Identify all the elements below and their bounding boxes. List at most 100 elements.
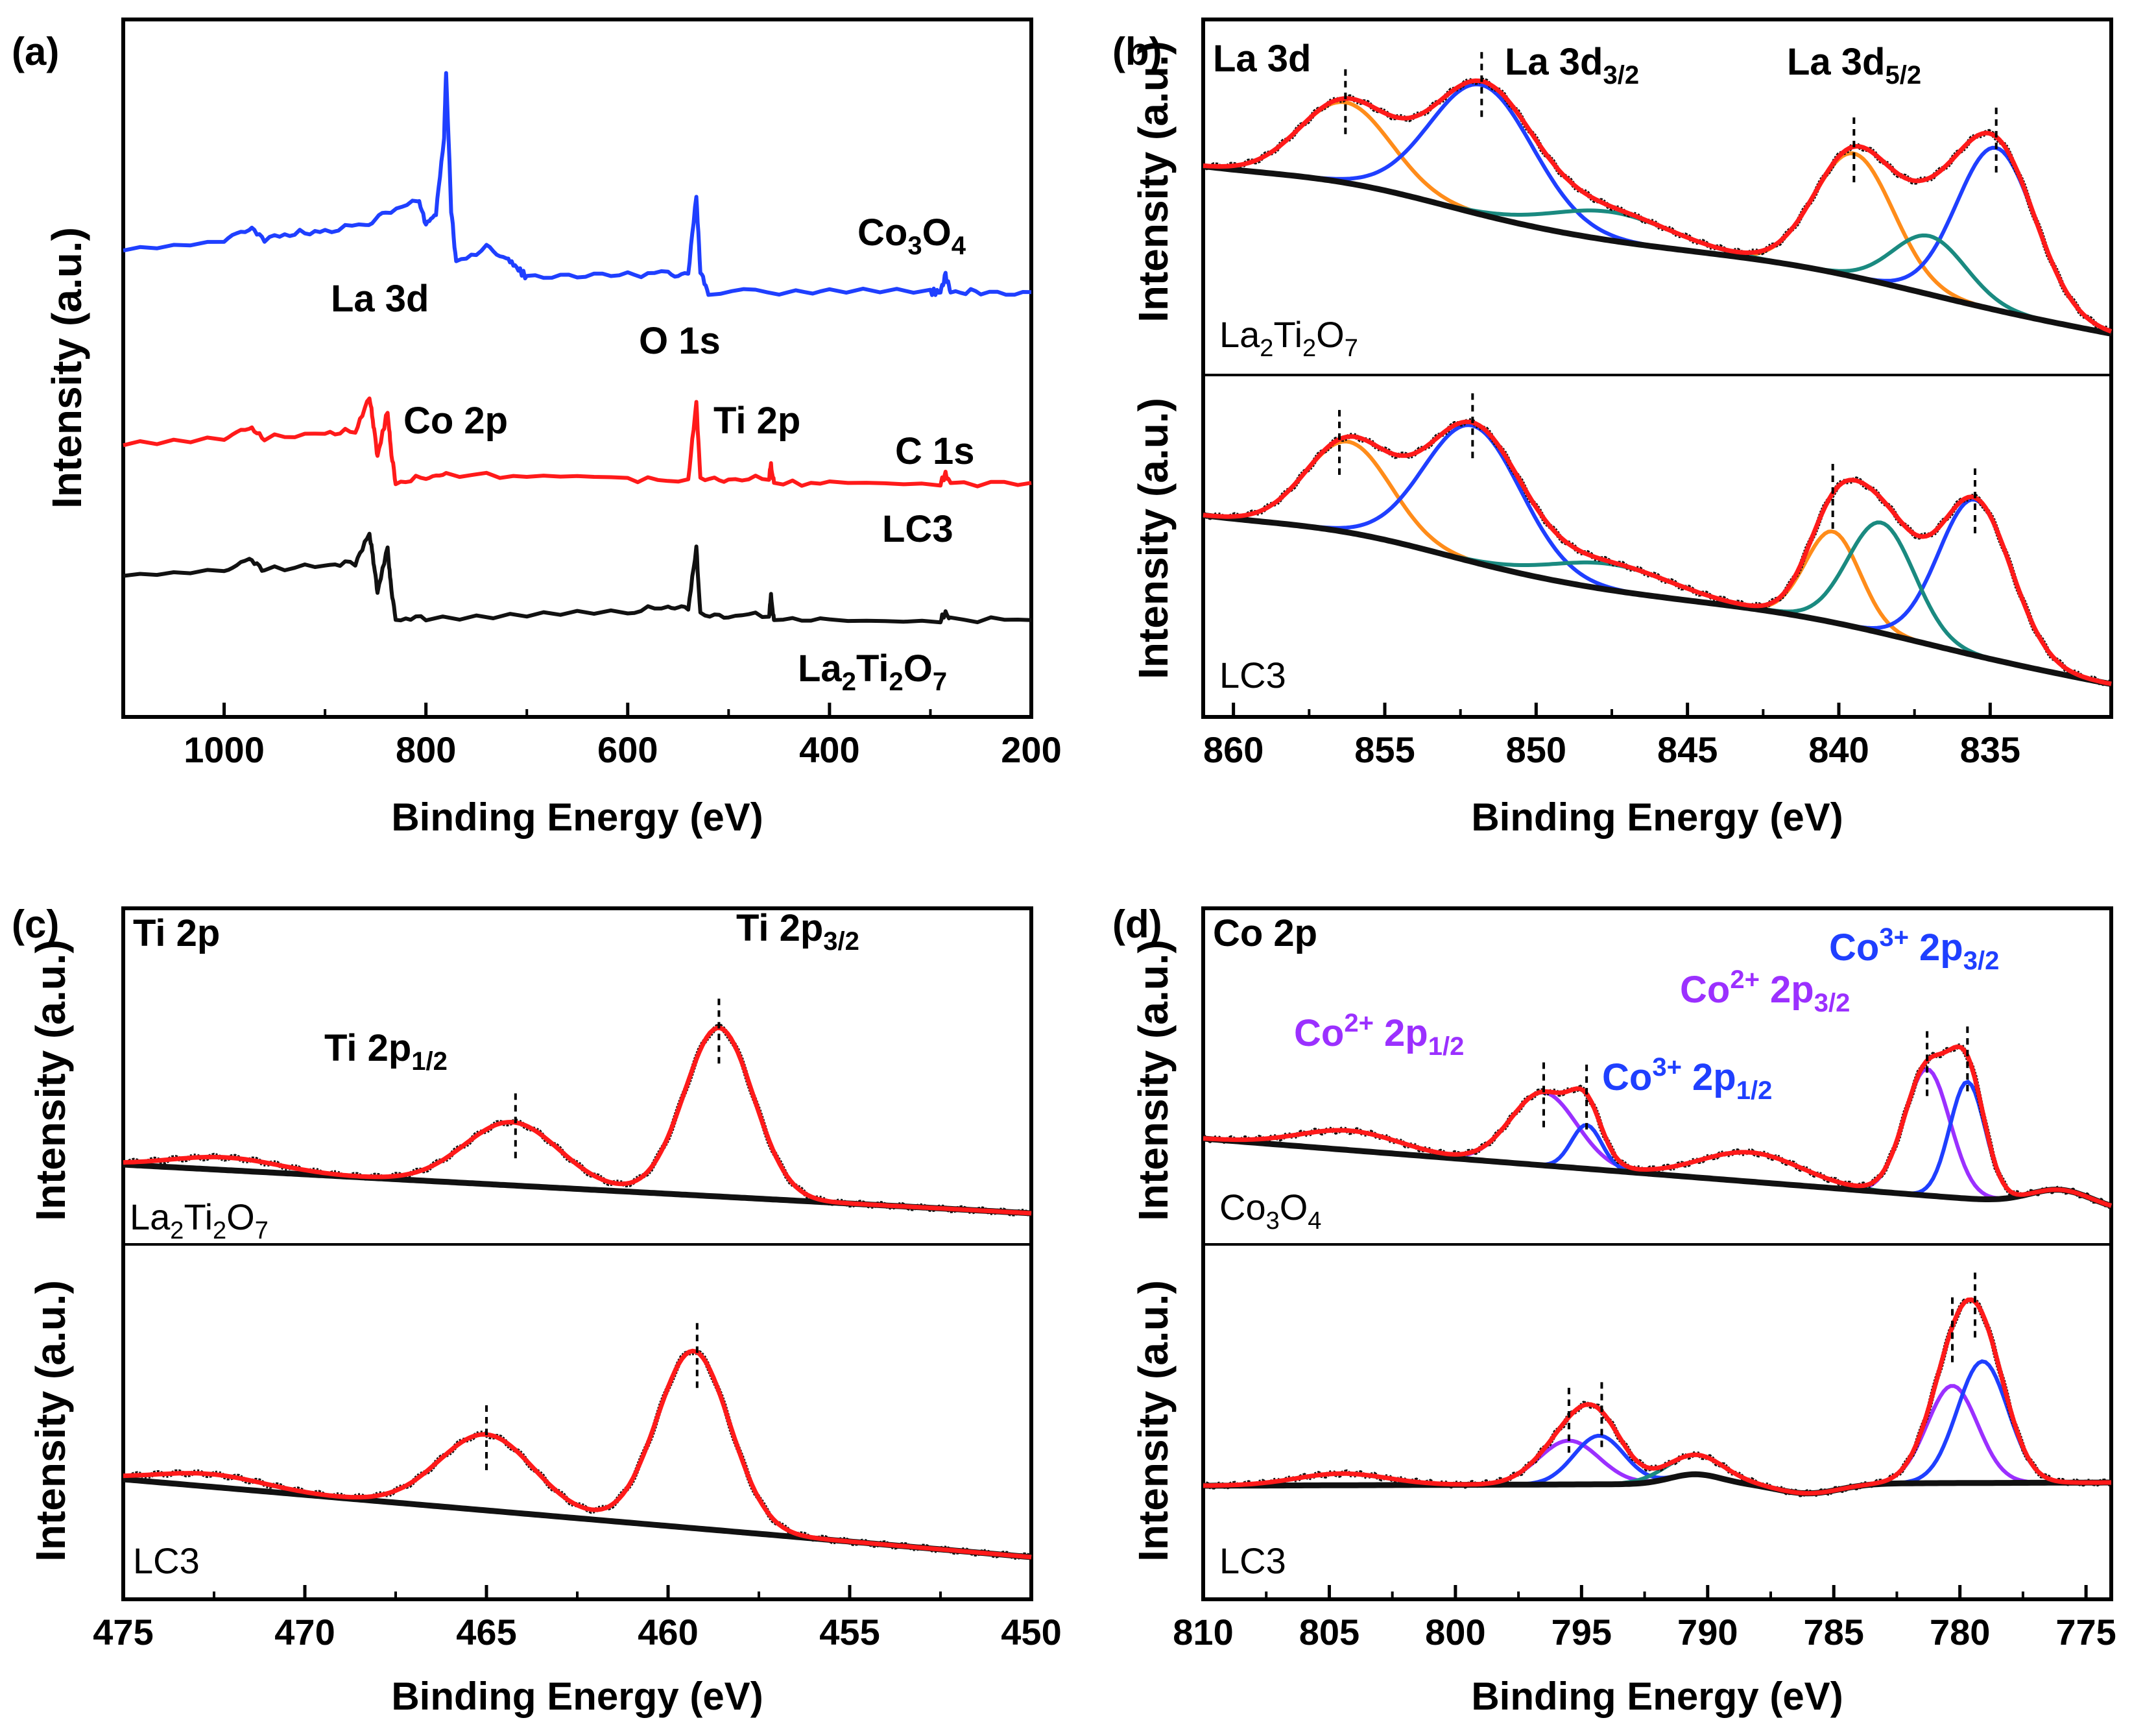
panel-b: (b) Intensity (a.u.) Intensity (a.u.) Bi… xyxy=(1112,18,2113,839)
panel-d-3-tick-label: 775 xyxy=(2055,1612,2116,1652)
label-co3p-12: Co3+ 2p1/2 xyxy=(1602,1053,1772,1105)
panel-a-0-tick-label: 200 xyxy=(1001,729,1061,770)
fit-envelope-0 xyxy=(1203,78,2113,334)
background-line-1 xyxy=(1203,512,2112,687)
panel-d-ylabel-bottom: Intensity (a.u.) xyxy=(1130,1280,1177,1562)
label-co2p-32: Co2+ 2p3/2 xyxy=(1680,965,1850,1017)
ann-la2ti2o7: La2Ti2O7 xyxy=(798,648,947,696)
panel-d-sample-bottom: LC3 xyxy=(1219,1540,1286,1581)
panel-a-0-tick-label: 800 xyxy=(396,729,456,770)
panel-b-sample-top: La2Ti2O7 xyxy=(1219,314,1358,362)
ann-o1s: O 1s xyxy=(639,320,721,362)
panel-d-3-tick-label: 805 xyxy=(1299,1612,1359,1652)
panel-b-1-tick-label: 850 xyxy=(1506,729,1566,770)
panel-c-sample-bottom: LC3 xyxy=(133,1540,200,1581)
panel-c-2-tick-label: 455 xyxy=(819,1612,880,1652)
panel-b-xlabel: Binding Energy (eV) xyxy=(1471,795,1843,839)
label-co3p-32: Co3+ 2p3/2 xyxy=(1829,923,1999,975)
fit-envelope-0 xyxy=(1203,1044,2113,1208)
panel-c-2-tick-label: 460 xyxy=(638,1612,698,1652)
ann-co3o4: Co3O4 xyxy=(857,212,966,260)
fit-component-0-0 xyxy=(123,1026,1032,1215)
panel-b-ylabel-top: Intensity (a.u.) xyxy=(1130,41,1177,322)
fit-component-1-0 xyxy=(1203,439,2112,686)
panel-b-curves xyxy=(1201,52,2113,687)
panel-d-3-tick-label: 780 xyxy=(1930,1612,1990,1652)
panel-c-sample-top: La2Ti2O7 xyxy=(130,1196,269,1244)
panel-a-ticks: 1000 800 600 400 200 xyxy=(184,703,1062,770)
panel-c-ticks: 475 470 465 460 455 450 xyxy=(93,1585,1062,1652)
fit-component-1-0 xyxy=(123,1349,1032,1559)
fit-envelope-1 xyxy=(1203,1297,2111,1496)
panel-a-0-tick-label: 1000 xyxy=(184,729,265,770)
ann-lc3: LC3 xyxy=(882,508,953,550)
panel-c-ylabel-top: Intensity (a.u.) xyxy=(27,939,74,1221)
panel-c-label: (c) xyxy=(12,902,59,946)
panel-b-ylabel-bottom: Intensity (a.u.) xyxy=(1130,398,1177,679)
panel-d-title: Co 2p xyxy=(1213,912,1317,954)
panel-c-title: Ti 2p xyxy=(133,912,220,954)
panel-a: (a) Intensity (a.u.) Binding Energy (eV)… xyxy=(12,18,1062,839)
ann-co2p: Co 2p xyxy=(403,400,508,442)
fit-envelope-0 xyxy=(123,1025,1032,1216)
ann-c1s: C 1s xyxy=(895,430,975,472)
panel-d-ticks: 810 805 800 795 790 785 780 775 xyxy=(1173,1585,2116,1652)
fit-component-0-2 xyxy=(1203,164,2112,336)
fit-component-1-1 xyxy=(1203,423,2112,686)
panel-b-frame xyxy=(1201,18,2113,719)
fit-envelope-1 xyxy=(123,1348,1032,1560)
panel-d-label: (d) xyxy=(1112,902,1162,946)
panel-d-3-tick-label: 790 xyxy=(1677,1612,1738,1652)
series-la2ti2o7 xyxy=(123,531,1032,625)
fit-envelope-1 xyxy=(1203,419,2112,686)
panel-c-2-tick-label: 450 xyxy=(1001,1612,1061,1652)
panel-a-ylabel: Intensity (a.u.) xyxy=(43,227,90,509)
fit-component-1-2 xyxy=(1203,513,2112,686)
label-la3d52: La 3d5/2 xyxy=(1787,41,1921,90)
background-line-1 xyxy=(1203,1471,2111,1497)
panel-d-3-tick-label: 810 xyxy=(1173,1612,1233,1652)
panel-d-frame xyxy=(1201,906,2113,1601)
panel-a-label: (a) xyxy=(12,30,59,73)
raw-data-0 xyxy=(1202,77,2113,333)
fit-component-0-1 xyxy=(1203,82,2113,333)
panel-d-xlabel: Binding Energy (eV) xyxy=(1471,1675,1843,1718)
panel-b-1-tick-label: 840 xyxy=(1808,729,1869,770)
panel-a-0-tick-label: 600 xyxy=(597,729,658,770)
panel-b-label: (b) xyxy=(1112,30,1162,73)
panel-d: (d) Intensity (a.u.) Intensity (a.u.) Bi… xyxy=(1112,902,2116,1718)
panel-c-2-tick-label: 465 xyxy=(456,1612,516,1652)
background-line-0 xyxy=(1203,163,2112,337)
panel-d-3-tick-label: 785 xyxy=(1804,1612,1864,1652)
panel-c-2-tick-label: 475 xyxy=(93,1612,153,1652)
panel-b-title: La 3d xyxy=(1213,38,1312,80)
series-co3o4 xyxy=(123,71,1032,297)
raw-data-1 xyxy=(123,1350,1033,1560)
panel-d-ylabel-top: Intensity (a.u.) xyxy=(1130,939,1177,1221)
panel-c: (c) Intensity (a.u.) Intensity (a.u.) Bi… xyxy=(12,902,1062,1718)
panel-b-1-tick-label: 835 xyxy=(1960,729,2020,770)
ann-la3d: La 3d xyxy=(331,278,429,320)
panel-d-sample-top: Co3O4 xyxy=(1219,1187,1321,1235)
label-co2p-12: Co2+ 2p1/2 xyxy=(1294,1009,1464,1061)
panel-b-1-tick-label: 855 xyxy=(1354,729,1415,770)
panel-a-0-tick-label: 400 xyxy=(799,729,859,770)
panel-c-2-tick-label: 470 xyxy=(274,1612,335,1652)
label-ti2p12: Ti 2p1/2 xyxy=(324,1027,448,1076)
background-line-0 xyxy=(1203,1135,2113,1209)
panel-a-xlabel: Binding Energy (eV) xyxy=(391,795,763,839)
label-la3d32: La 3d3/2 xyxy=(1505,41,1639,90)
panel-c-ylabel-bottom: Intensity (a.u.) xyxy=(27,1280,74,1562)
label-ti2p32: Ti 2p3/2 xyxy=(736,907,859,956)
panel-d-3-tick-label: 800 xyxy=(1425,1612,1485,1652)
panel-b-1-tick-label: 845 xyxy=(1657,729,1718,770)
panel-d-curves xyxy=(1202,1026,2113,1497)
panel-b-sample-bottom: LC3 xyxy=(1219,655,1286,696)
panel-c-curves xyxy=(123,999,1033,1560)
panel-a-series xyxy=(123,71,1032,625)
panel-b-1-tick-label: 860 xyxy=(1203,729,1264,770)
panel-c-xlabel: Binding Energy (eV) xyxy=(391,1675,763,1718)
panel-b-ticks: 860 855 850 845 840 835 xyxy=(1203,703,2020,770)
panel-c-frame xyxy=(121,906,1033,1601)
